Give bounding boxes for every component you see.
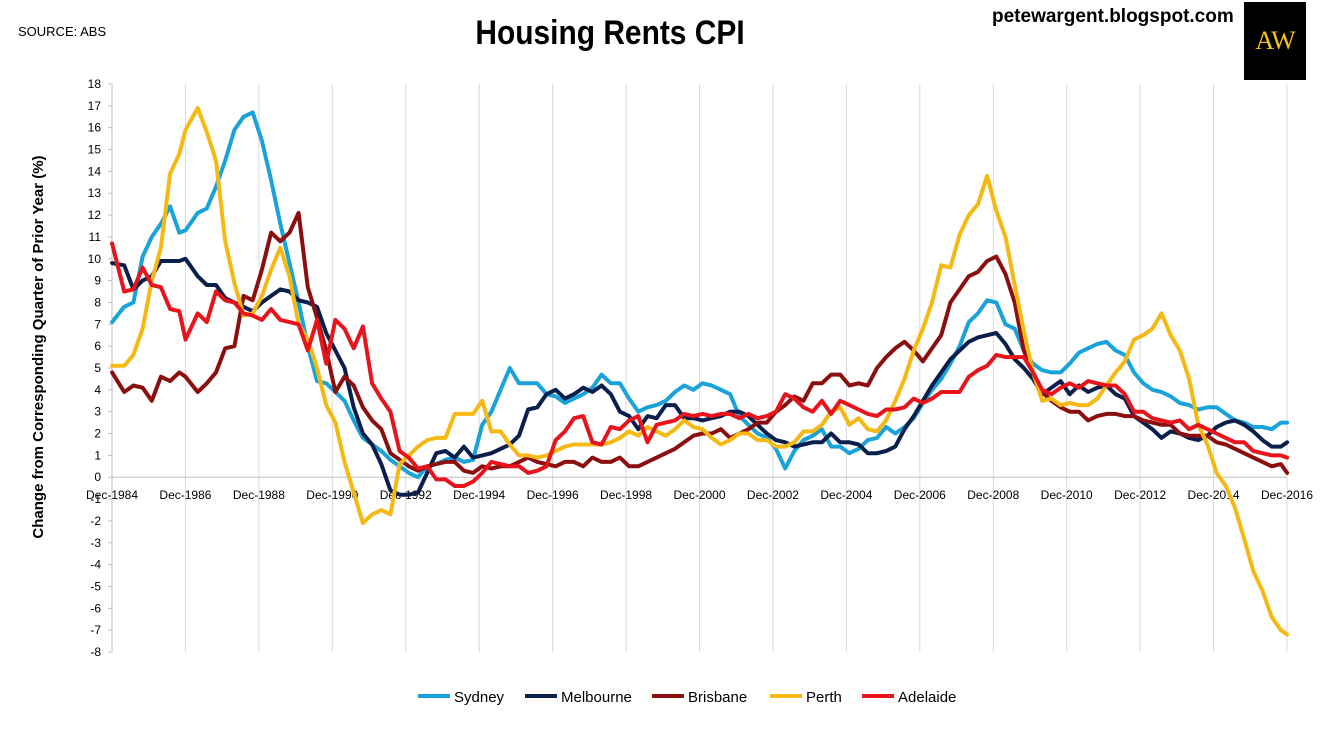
blog-url: petewargent.blogspot.com	[992, 6, 1234, 27]
y-tick-label: -8	[90, 645, 101, 659]
y-axis: 1817161514131211109876543210-1-2-3-4-5-6…	[88, 77, 113, 659]
x-tick-label: Dec-2016	[1261, 488, 1313, 502]
y-tick-label: -4	[90, 558, 101, 572]
y-tick-label: 6	[94, 339, 101, 353]
brand-logo: AW	[1244, 2, 1306, 80]
y-tick-label: 8	[94, 295, 101, 309]
x-tick-label: Dec-2002	[747, 488, 799, 502]
x-axis: Dec-1984 Dec-1986 Dec-1988 Dec-1990 Dec-1992…	[86, 476, 1313, 502]
legend-label-perth: Perth	[806, 689, 842, 706]
y-tick-label: 0	[94, 470, 101, 484]
y-tick-label: -2	[90, 514, 101, 528]
x-tick-label: Dec-1984	[86, 488, 138, 502]
series-line-brisbane	[110, 210, 1290, 475]
legend-label-melbourne: Melbourne	[561, 689, 632, 706]
x-tick-label: Dec-2006	[894, 488, 946, 502]
y-tick-label: 15	[88, 143, 102, 157]
y-tick-label: 9	[94, 274, 101, 288]
y-tick-label: 17	[88, 99, 102, 113]
y-tick-label: 10	[88, 252, 102, 266]
x-tick-label: Dec-1998	[600, 488, 652, 502]
y-tick-label: 4	[94, 383, 101, 397]
series-line-perth	[110, 106, 1290, 637]
logo-text: AW	[1255, 26, 1295, 55]
x-tick-label: Dec-2008	[967, 488, 1019, 502]
chart-title: Housing Rents CPI	[475, 14, 745, 52]
chart-legend: Sydney Melbourne Brisbane Perth Adelaide	[418, 689, 956, 706]
x-tick-label: Dec-2004	[820, 488, 872, 502]
x-tick-label: Dec-1994	[453, 488, 505, 502]
y-tick-label: 5	[94, 361, 101, 375]
x-tick-label: Dec-2012	[1114, 488, 1166, 502]
y-tick-label: -3	[90, 536, 101, 550]
x-tick-label: Dec-1990	[306, 488, 358, 502]
y-tick-label: 14	[88, 164, 102, 178]
y-tick-label: 2	[94, 427, 101, 441]
x-tick-label: Dec-2010	[1041, 488, 1093, 502]
x-tick-label: Dec-1988	[233, 488, 285, 502]
y-tick-label: 18	[88, 77, 102, 91]
series-line-sydney	[110, 110, 1290, 480]
x-tick-label: Dec-1996	[527, 488, 579, 502]
y-axis-label: Change from Corresponding Quarter of Pri…	[30, 155, 47, 538]
legend-label-sydney: Sydney	[454, 689, 505, 706]
y-tick-label: -5	[90, 579, 101, 593]
source-label: SOURCE: ABS	[18, 24, 107, 39]
y-tick-label: 13	[88, 186, 102, 200]
y-tick-label: 3	[94, 405, 101, 419]
chart-grid	[111, 84, 1288, 652]
y-tick-label: 7	[94, 317, 101, 331]
y-tick-label: 11	[89, 230, 102, 244]
y-tick-label: -7	[90, 623, 101, 637]
y-tick-label: -1	[90, 492, 101, 506]
series-line-adelaide	[110, 241, 1290, 488]
y-tick-label: -6	[90, 601, 101, 615]
legend-label-adelaide: Adelaide	[898, 689, 956, 706]
x-tick-label: Dec-2000	[673, 488, 725, 502]
legend-label-brisbane: Brisbane	[688, 689, 747, 706]
y-tick-label: 16	[88, 121, 102, 135]
x-tick-label: Dec-1986	[159, 488, 211, 502]
y-tick-label: 12	[88, 208, 102, 222]
y-tick-label: 1	[94, 448, 101, 462]
chart-series	[110, 106, 1290, 637]
